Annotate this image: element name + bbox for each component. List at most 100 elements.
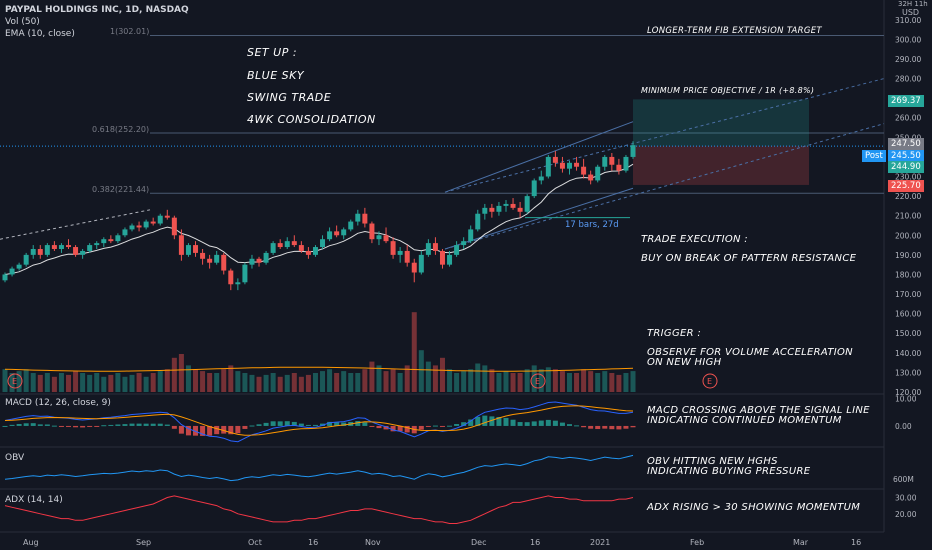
price-axis-tick: 260.00 bbox=[895, 114, 921, 123]
macd-histogram-bar bbox=[418, 425, 424, 430]
volume-bar bbox=[376, 365, 382, 392]
macd-histogram-bar bbox=[23, 423, 29, 426]
candle-body bbox=[150, 221, 156, 224]
candle-body bbox=[383, 235, 389, 242]
volume-ma-line bbox=[4, 366, 634, 372]
adx-axis-tick: 20.00 bbox=[895, 510, 917, 519]
obv-line bbox=[4, 454, 634, 482]
price-axis-tick: 160.00 bbox=[895, 310, 921, 319]
macd-histogram-bar bbox=[284, 421, 290, 426]
candle-body bbox=[581, 166, 587, 175]
candle-body bbox=[284, 241, 290, 248]
macd-note-1: MACD CROSSING ABOVE THE SIGNAL LINE bbox=[647, 405, 870, 416]
macd-histogram-bar bbox=[312, 424, 318, 426]
macd-histogram-bar bbox=[510, 419, 516, 426]
volume-bar bbox=[23, 369, 29, 392]
candle-body bbox=[51, 245, 57, 249]
macd-histogram-bar bbox=[454, 424, 460, 426]
volume-bar bbox=[143, 376, 149, 392]
candle-body bbox=[122, 229, 128, 236]
candle-body bbox=[242, 264, 248, 283]
volume-bar bbox=[228, 365, 234, 392]
price-axis-tick: 120.00 bbox=[895, 388, 921, 397]
volume-bar bbox=[355, 373, 361, 392]
candle-body bbox=[545, 156, 551, 177]
macd-histogram-bar bbox=[376, 425, 382, 429]
candle-body bbox=[185, 245, 191, 255]
macd-histogram-bar bbox=[588, 425, 594, 429]
candle-body bbox=[489, 207, 495, 212]
candle-body bbox=[23, 254, 29, 265]
macd-histogram-bar bbox=[58, 425, 64, 427]
macd-histogram-bar bbox=[122, 424, 128, 426]
candle-body bbox=[94, 243, 100, 246]
macd-line bbox=[4, 401, 634, 443]
candle-body bbox=[531, 180, 537, 197]
volume-bar bbox=[362, 369, 368, 392]
time-axis-tick: Nov bbox=[365, 538, 381, 547]
volume-bar bbox=[298, 376, 304, 392]
candle-body bbox=[16, 264, 22, 269]
macd-histogram-bar bbox=[602, 425, 608, 429]
macd-histogram-bar bbox=[164, 424, 170, 426]
volume-bar bbox=[312, 373, 318, 392]
volume-bar bbox=[475, 363, 481, 392]
volume-bar bbox=[108, 374, 114, 392]
macd-histogram-bar bbox=[298, 423, 304, 426]
target-zone bbox=[633, 99, 809, 147]
candle-body bbox=[221, 254, 227, 271]
channel-lower-solid bbox=[444, 187, 634, 250]
macd-histogram-bar bbox=[320, 423, 326, 426]
candle-body bbox=[115, 235, 121, 242]
post-market-price-tag: 245.50 bbox=[888, 150, 924, 162]
volume-bar bbox=[581, 369, 587, 392]
volume-bar bbox=[348, 373, 354, 392]
ema-indicator-label: EMA (10, close) bbox=[5, 29, 75, 39]
time-axis-tick: Dec bbox=[471, 538, 486, 547]
volume-bar bbox=[432, 365, 438, 392]
trigger-note: TRIGGER : bbox=[647, 328, 702, 339]
macd-histogram-bar bbox=[432, 425, 438, 427]
macd-histogram-bar bbox=[595, 425, 601, 430]
candle-body bbox=[418, 254, 424, 273]
macd-histogram-bar bbox=[263, 422, 269, 426]
macd-histogram-bar bbox=[249, 425, 255, 427]
volume-bar bbox=[559, 371, 565, 392]
adx-note: ADX RISING > 30 SHOWING MOMENTUM bbox=[647, 502, 861, 513]
candle-body bbox=[425, 243, 431, 255]
volume-bar bbox=[115, 373, 121, 392]
obv-axis-tick: 600M bbox=[893, 475, 914, 484]
price-axis-tick: 180.00 bbox=[895, 270, 921, 279]
time-axis-tick: 16 bbox=[851, 538, 861, 547]
volume-bar bbox=[630, 371, 636, 392]
ema-line bbox=[4, 163, 634, 275]
volume-bar bbox=[157, 371, 163, 392]
fib-level-1-label: 1(302.01) bbox=[110, 27, 150, 36]
candle-body bbox=[517, 207, 523, 212]
macd-histogram-bar bbox=[552, 420, 558, 426]
macd-histogram-bar bbox=[630, 425, 636, 428]
macd-histogram-bar bbox=[404, 425, 410, 433]
macd-histogram-bar bbox=[489, 416, 495, 426]
countdown-label: 32H 11h bbox=[898, 0, 928, 8]
candle-body bbox=[263, 252, 269, 263]
macd-histogram-bar bbox=[30, 423, 36, 426]
macd-histogram-bar bbox=[461, 422, 467, 426]
volume-bar bbox=[524, 369, 530, 392]
volume-bar bbox=[178, 354, 184, 392]
macd-histogram-bar bbox=[538, 420, 544, 426]
candle-body bbox=[171, 217, 177, 236]
volume-bar bbox=[249, 374, 255, 392]
earnings-marker bbox=[530, 373, 546, 389]
macd-histogram-bar bbox=[327, 421, 333, 426]
obv-note-1: OBV HITTING NEW HGHS bbox=[647, 456, 778, 467]
entry-price-tag: 244.90 bbox=[888, 161, 924, 173]
volume-bar bbox=[588, 371, 594, 392]
candle-body bbox=[524, 196, 530, 212]
volume-bar bbox=[404, 365, 410, 392]
volume-bar bbox=[200, 371, 206, 392]
candle-body bbox=[616, 164, 622, 171]
macd-signal-line bbox=[4, 405, 634, 436]
macd-histogram-bar bbox=[37, 424, 43, 426]
candle-body bbox=[277, 243, 283, 248]
